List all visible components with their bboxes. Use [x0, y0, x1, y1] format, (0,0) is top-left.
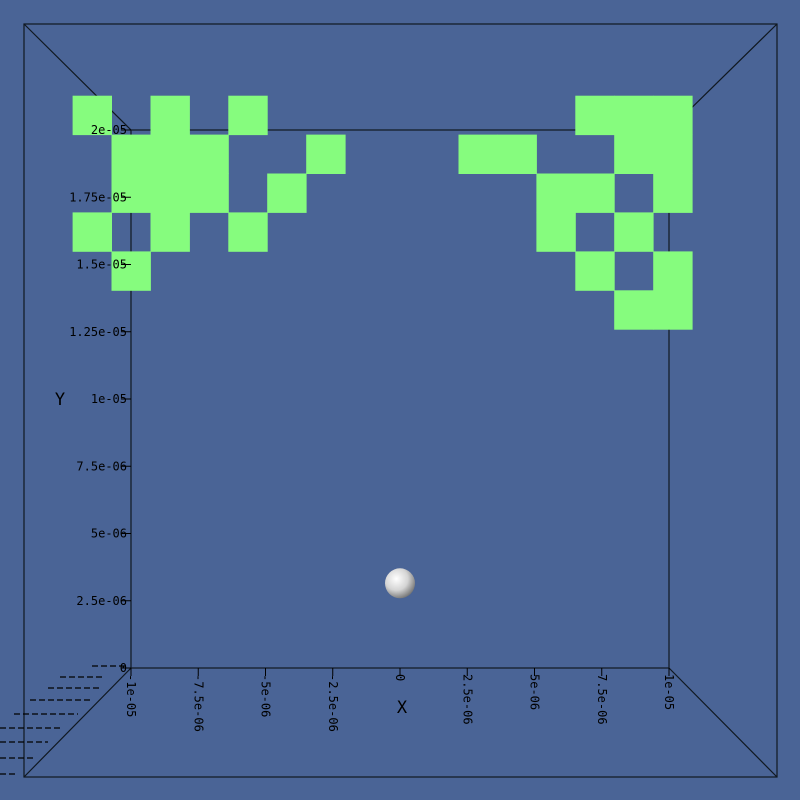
- heatmap-cell: [150, 212, 190, 252]
- heatmap-cell: [614, 290, 654, 330]
- heatmap-cell: [72, 95, 112, 136]
- heatmap-cell: [575, 173, 615, 213]
- x-tick-label: 1e-05: [662, 674, 676, 710]
- heatmap-cell: [72, 212, 112, 252]
- x-tick-label: -2.5e-06: [326, 674, 340, 732]
- x-axis-ticks: -1e-05 -7.5e-06 -5e-06 -2.5e-06 0 2.5e-06 5e-0…: [124, 668, 676, 732]
- frame-edge-bottom-right: [668, 667, 778, 778]
- heatmap-cell: [614, 212, 654, 252]
- y-tick-label: 2.5e-06: [76, 594, 127, 608]
- heatmap-cell: [228, 95, 268, 136]
- heatmap-cell: [575, 95, 615, 136]
- heatmap-cell: [189, 173, 229, 213]
- heatmap-cell: [228, 212, 268, 252]
- heatmap-cell: [536, 173, 576, 213]
- heatmap-cell: [614, 134, 654, 174]
- heatmap-cells: [72, 95, 693, 330]
- heatmap-cell: [267, 173, 307, 213]
- heatmap-cell: [497, 134, 537, 174]
- heatmap-cell: [536, 212, 576, 252]
- y-tick-label: 1.25e-05: [69, 325, 127, 339]
- heatmap-cell: [614, 95, 654, 136]
- heatmap-cell: [111, 251, 151, 291]
- heatmap-cell: [189, 134, 229, 174]
- x-tick-label: 7.5e-06: [595, 674, 609, 725]
- heatmap-cell: [653, 173, 693, 213]
- x-tick-label: 2.5e-06: [460, 674, 474, 725]
- y-axis-ticks: 0 2.5e-06 5e-06 7.5e-06 1e-05 1.25e-05 1.5e-05…: [69, 123, 131, 675]
- y-tick-label: 1.5e-05: [76, 258, 127, 272]
- x-tick-label: -7.5e-06: [191, 674, 205, 732]
- y-tick-label: 1.75e-05: [69, 190, 127, 204]
- heatmap-cell: [653, 95, 693, 136]
- frame-edge-top-left: [23, 23, 132, 131]
- x-axis-label: X: [397, 698, 408, 718]
- heatmap-cell: [458, 134, 498, 174]
- heatmap-cell: [150, 134, 190, 174]
- y-tick-label: 2e-05: [91, 123, 127, 137]
- heatmap-cell: [111, 173, 151, 213]
- y-tick-label: 0: [120, 661, 127, 675]
- heatmap-cell: [150, 173, 190, 213]
- heatmap-cell: [653, 251, 693, 291]
- heatmap-cell: [306, 134, 346, 174]
- sphere-marker: [385, 568, 415, 599]
- outer-frame-rect: [23, 23, 778, 778]
- heatmap-cell: [150, 95, 190, 136]
- heatmap-cell: [653, 134, 693, 174]
- x-tick-label: 0: [393, 674, 407, 681]
- x-tick-label: -1e-05: [124, 674, 138, 717]
- x-tick-label: -5e-06: [259, 674, 273, 717]
- y-tick-label: 1e-05: [91, 392, 127, 406]
- heatmap-cell: [575, 251, 615, 291]
- y-tick-label: 7.5e-06: [76, 459, 127, 473]
- heatmap-cell: [111, 134, 151, 174]
- z-axis-tick-dashes: [0, 665, 128, 775]
- x-tick-label: 5e-06: [528, 674, 542, 710]
- y-axis-label: Y: [55, 390, 65, 410]
- heatmap-cell: [653, 290, 693, 330]
- y-tick-label: 5e-06: [91, 527, 127, 541]
- frame-edge-bottom-left: [23, 667, 132, 778]
